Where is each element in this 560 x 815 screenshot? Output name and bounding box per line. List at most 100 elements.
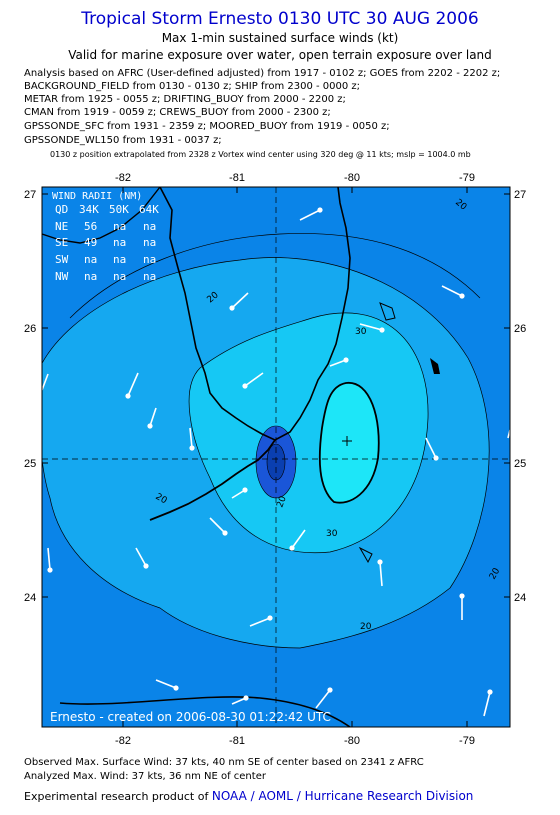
product-credit: Experimental research product of NOAA / …: [24, 789, 473, 803]
bahamas-island: [379, 302, 396, 321]
axis-ticks: [42, 187, 510, 727]
bottom-lon-tick: -81: [229, 735, 245, 747]
lat-tick-right: 26: [514, 323, 526, 335]
wind-vector-head: [189, 445, 195, 451]
contour-label: 30: [326, 529, 338, 539]
plot-frame: [41, 186, 511, 728]
lat-tick-right: 25: [514, 458, 526, 470]
wind-field-gt34: [318, 382, 380, 504]
cuba-coastline: [59, 696, 351, 727]
wind-vector: [291, 529, 306, 549]
analysis-line-4: CMAN from 1919 - 0059 z; CREWS_BUOY from…: [24, 107, 331, 118]
wind-vector: [483, 691, 491, 717]
lat-tick-left: 26: [24, 323, 36, 335]
wind-vector: [299, 209, 321, 221]
wind-radii-cell: SW: [55, 253, 69, 266]
wind-vector-head: [125, 393, 131, 399]
wind-vector-head: [289, 545, 295, 551]
product-prefix: Experimental research product of: [24, 790, 209, 803]
wind-vector: [425, 437, 437, 459]
wind-radii-cell: na: [84, 253, 97, 266]
wind-radii-cell: na: [143, 220, 156, 233]
wind-vector: [127, 372, 139, 397]
wind-vector-head: [173, 685, 179, 691]
top-lon-tick: -79: [459, 172, 475, 184]
contour-20kt: [42, 257, 490, 649]
wind-vector-head: [459, 593, 465, 599]
wind-radii-header: 50K: [109, 203, 129, 216]
contour-30kt: [188, 312, 429, 554]
wind-vector: [244, 372, 264, 387]
top-lon-tick: -81: [229, 172, 245, 184]
wind-radii-header: 34K: [79, 203, 99, 216]
wind-vector-head: [47, 567, 53, 573]
valid-line: Valid for marine exposure over water, op…: [68, 48, 492, 62]
wind-radii-cell: SE: [55, 236, 68, 249]
subtitle: Max 1-min sustained surface winds (kt): [161, 31, 399, 45]
map-credit: Ernesto - created on 2006-08-30 01:22:42…: [50, 710, 331, 724]
wind-vector: [42, 373, 49, 391]
wind-vector-head: [377, 559, 383, 565]
wind-vector-head: [242, 487, 248, 493]
lat-tick-left: 24: [24, 592, 36, 604]
wind-vector-head: [143, 563, 149, 569]
wind-radii-cell: 56: [84, 220, 97, 233]
contour-label: 20: [360, 622, 372, 632]
wind-radii-title: WIND RADII (NM): [52, 191, 142, 202]
bottom-lon-tick: -80: [344, 735, 360, 747]
wind-vector: [149, 407, 157, 427]
wind-vector: [329, 359, 347, 367]
wind-radii-cell: na: [113, 253, 126, 266]
lat-tick-left: 25: [24, 458, 36, 470]
wind-radii-cell: na: [143, 253, 156, 266]
wind-radii-cell: 49: [84, 236, 97, 249]
wind-vector-head: [243, 695, 249, 701]
top-lon-tick: -82: [115, 172, 131, 184]
wind-vector: [47, 547, 51, 571]
wind-vector-head: [317, 207, 323, 213]
bahamas-island: [430, 358, 440, 374]
storm-center-marker: [342, 436, 352, 446]
florida-keys: [149, 439, 276, 521]
bottom-lon-tick: -82: [115, 735, 131, 747]
wind-vector-head: [229, 305, 235, 311]
wind-radii-cell: na: [143, 270, 156, 283]
contour-label: 20: [275, 495, 288, 509]
analysis-line-5: GPSSONDE_SFC from 1931 - 2359 z; MOORED_…: [24, 121, 390, 132]
wind-radii-table: WIND RADII (NM) QD 34K 50K 64K NE 56 na …: [52, 191, 159, 283]
wind-radii-header: 64K: [139, 203, 159, 216]
wind-radii-cell: na: [113, 220, 126, 233]
wind-vector-head: [459, 293, 465, 299]
wind-vector-head: [379, 327, 385, 333]
wind-vector: [441, 285, 463, 297]
organization-link[interactable]: NOAA / AOML / Hurricane Research Divisio…: [211, 789, 474, 803]
wind-vector-head: [222, 530, 228, 536]
contour-label: 30: [355, 327, 367, 337]
wind-vector-head: [242, 383, 248, 389]
wind-vector: [315, 689, 331, 709]
wind-radii-cell: NE: [55, 220, 68, 233]
wind-analysis-map: -82 -81 -80 -79 20 30 20 30 20 20 20 20: [24, 172, 526, 747]
wind-vector: [249, 617, 271, 627]
observed-max-wind: Observed Max. Surface Wind: 37 kts, 40 n…: [24, 757, 424, 768]
lat-tick-right: 24: [514, 592, 526, 604]
analyzed-max-wind: Analyzed Max. Wind: 37 kts, 36 nm NE of …: [24, 771, 266, 782]
gulf-coastline: [42, 187, 161, 244]
wind-radii-cell: na: [113, 236, 126, 249]
wind-vector-head: [147, 423, 153, 429]
wind-vector: [135, 547, 147, 567]
wind-vector: [209, 517, 226, 534]
wind-vector-head: [327, 687, 333, 693]
top-lon-tick: -80: [344, 172, 360, 184]
analysis-line-2: BACKGROUND_FIELD from 0130 - 0130 z; SHI…: [24, 81, 361, 92]
wind-field-30-34: [189, 312, 429, 553]
wind-vector: [379, 561, 383, 587]
wind-vector-head: [343, 357, 349, 363]
lat-tick-right: 27: [514, 189, 526, 201]
wind-vector-head: [487, 689, 493, 695]
wind-radii-cell: NW: [55, 270, 69, 283]
bottom-lon-tick: -79: [459, 735, 475, 747]
wind-vector: [189, 427, 193, 449]
contour-outer: [69, 233, 481, 319]
wind-vector: [231, 292, 249, 309]
